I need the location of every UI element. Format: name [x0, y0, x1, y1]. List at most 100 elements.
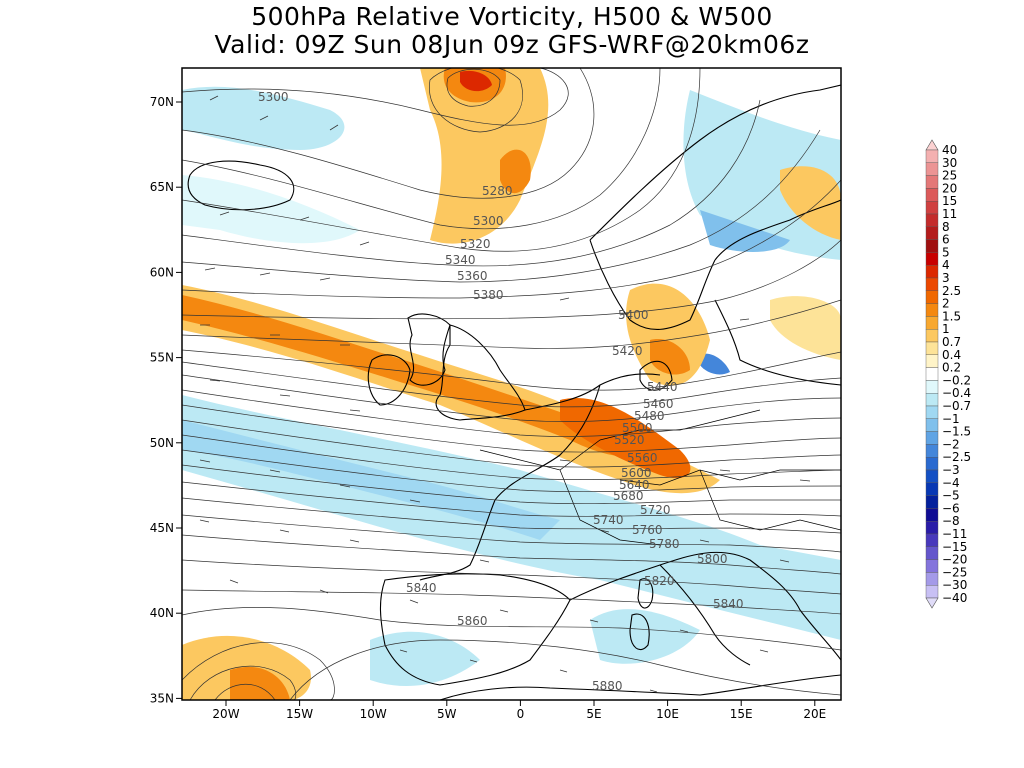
colorbar-swatch [925, 521, 939, 535]
sweden-baltic-coast [714, 199, 841, 386]
contour-5400 [182, 239, 841, 320]
colorbar-arrow-top [925, 139, 939, 151]
negative-vorticity-mediterranean [590, 609, 700, 664]
positive-vorticity-northeast [780, 166, 841, 240]
contour-label: 5820 [644, 574, 675, 588]
colorbar: 403025201511865432.521.510.70.40.2−0.2−0… [925, 139, 971, 609]
contour-label: 5760 [632, 523, 663, 537]
contour-label: 5440 [647, 380, 678, 394]
contour-5300 [182, 68, 661, 230]
colorbar-swatch [925, 572, 939, 586]
lat-tick-label: 65N [150, 180, 174, 194]
colorbar-swatch [925, 175, 939, 189]
wind-barbs [199, 95, 811, 693]
colorbar-label: −40 [942, 591, 967, 605]
contour-label: 5600 [621, 466, 652, 480]
colorbar-label: 8 [942, 220, 950, 234]
colorbar-swatch [925, 162, 939, 176]
lat-tick-label: 50N [150, 436, 174, 450]
contour-5280 [182, 68, 595, 199]
colorbar-label: 1 [942, 322, 950, 336]
colorbar-swatch [925, 303, 939, 317]
negative-vorticity-baltic [700, 353, 730, 375]
colorbar-label: 0.2 [942, 361, 961, 375]
contour-5540 [182, 419, 841, 468]
map-title-line2: Valid: 09Z Sun 08Jun 09z GFS-WRF@20km06z [214, 30, 810, 59]
colorbar-swatch [925, 585, 939, 599]
sardinia-coast [629, 613, 650, 650]
colorbar-swatch [925, 393, 939, 407]
colorbar-swatch [925, 457, 939, 471]
positive-vorticity-north-center [460, 70, 492, 92]
colorbar-swatch [925, 431, 939, 445]
contour-label: 5300 [258, 90, 289, 104]
colorbar-label: −20 [942, 553, 967, 567]
contour-5860 [289, 639, 841, 700]
contour-closed-low-southwest-inner [214, 683, 276, 700]
positive-vorticity-southwest-core [230, 666, 290, 700]
denmark-coast [639, 360, 673, 391]
colorbar-label: −15 [942, 540, 967, 554]
colorbar-label: 2.5 [942, 284, 961, 298]
lat-tick-label: 40N [150, 606, 174, 620]
contour-5380 [182, 179, 841, 299]
colorbar-label: 25 [942, 169, 957, 183]
contour-label: 5460 [643, 397, 674, 411]
colorbar-label: 0.7 [942, 335, 961, 349]
lat-tick-label: 55N [150, 351, 174, 365]
contour-label: 5680 [613, 489, 644, 503]
colorbar-swatch [925, 444, 939, 458]
colorbar-swatch [925, 226, 939, 240]
lon-tick-label: 20W [212, 707, 239, 721]
positive-vorticity-denmark [650, 339, 690, 375]
scotland-coast [407, 313, 451, 386]
contour-5860-southwest [182, 642, 335, 700]
colorbar-swatch [925, 469, 939, 484]
colorbar-swatch [925, 495, 939, 509]
contour-5340 [182, 99, 761, 267]
colorbar-label: 40 [942, 143, 957, 157]
colorbar-label: −30 [942, 578, 967, 592]
height-contours [182, 68, 841, 700]
colorbar-swatch [925, 149, 939, 164]
contour-5320 [182, 68, 701, 252]
contour-5260-closed [446, 68, 501, 107]
contour-labels: 5300 5280 5300 5320 5340 5360 5380 5400 … [258, 90, 744, 693]
contour-5500 [182, 389, 841, 437]
colorbar-label: −0.7 [942, 399, 971, 413]
colorbar-swatch [925, 341, 939, 356]
colorbar-label: 11 [942, 207, 957, 221]
contour-5600 [182, 464, 841, 505]
colorbar-label: 5 [942, 245, 950, 259]
contour-label: 5860 [457, 614, 488, 628]
norway-coast [589, 84, 841, 331]
corsica-coast [637, 578, 654, 609]
colorbar-swatch [925, 277, 939, 292]
contour-label: 5720 [640, 503, 671, 517]
colorbar-swatch [925, 367, 939, 381]
colorbar-label: −25 [942, 565, 967, 579]
colorbar-swatch [925, 354, 939, 368]
north-africa-coast [439, 674, 841, 700]
contour-5680 [182, 514, 841, 553]
colorbar-swatch [925, 239, 939, 253]
ireland-coast [367, 354, 411, 406]
colorbar-label: −5 [942, 489, 960, 503]
coastlines [187, 84, 841, 700]
contour-label: 5560 [627, 451, 658, 465]
colorbar-swatch [925, 482, 939, 496]
contour-5640 [182, 497, 841, 534]
colorbar-swatch [925, 546, 939, 560]
colorbar-label: −0.2 [942, 373, 971, 387]
colorbar-arrow-bottom [925, 597, 939, 609]
colorbar-label: −8 [942, 514, 960, 528]
colorbar-label: −3 [942, 463, 960, 477]
contour-label: 5880 [592, 679, 623, 693]
colorbar-swatch [925, 200, 939, 215]
colorbar-swatch [925, 316, 939, 330]
contour-label: 5480 [634, 409, 665, 423]
lon-tick-label: 0 [517, 707, 525, 721]
contour-label: 5400 [618, 308, 649, 322]
contour-label: 5780 [649, 537, 680, 551]
